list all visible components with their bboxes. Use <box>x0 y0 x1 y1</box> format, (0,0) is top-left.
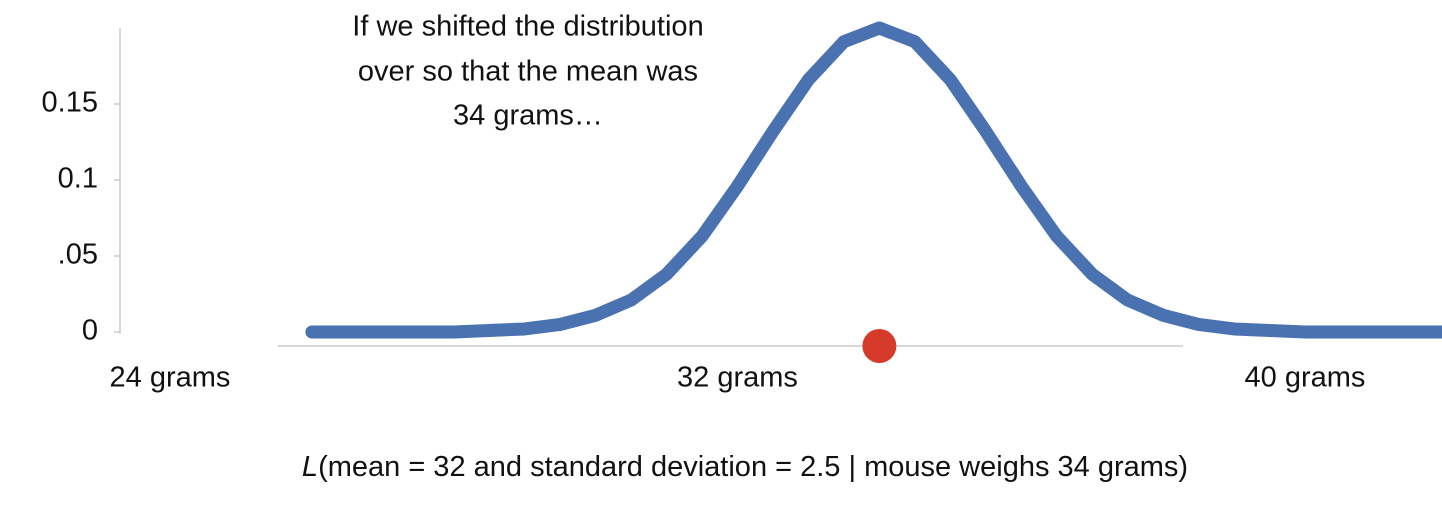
x-tick-label: 24 grams <box>110 362 231 394</box>
y-tick-label: .05 <box>58 239 98 271</box>
y-tick-label: 0.15 <box>42 87 98 119</box>
annotation: 34 grams… <box>453 100 603 132</box>
curve <box>305 21 1442 339</box>
y-tick-label: 0.1 <box>58 163 98 195</box>
likelihood-symbol: L <box>302 451 318 483</box>
annotation: If we shifted the distribution <box>352 11 703 43</box>
x-axis-label-text: (mean = 32 and standard deviation = 2.5 … <box>318 451 1188 483</box>
data-point <box>862 329 897 363</box>
annotation: over so that the mean was <box>358 56 698 88</box>
y-tick-label: 0 <box>82 315 98 347</box>
x-axis-label: L(mean = 32 and standard deviation = 2.5… <box>302 451 1188 483</box>
x-tick-label: 32 grams <box>677 362 798 394</box>
x-tick-label: 40 grams <box>1245 362 1366 394</box>
